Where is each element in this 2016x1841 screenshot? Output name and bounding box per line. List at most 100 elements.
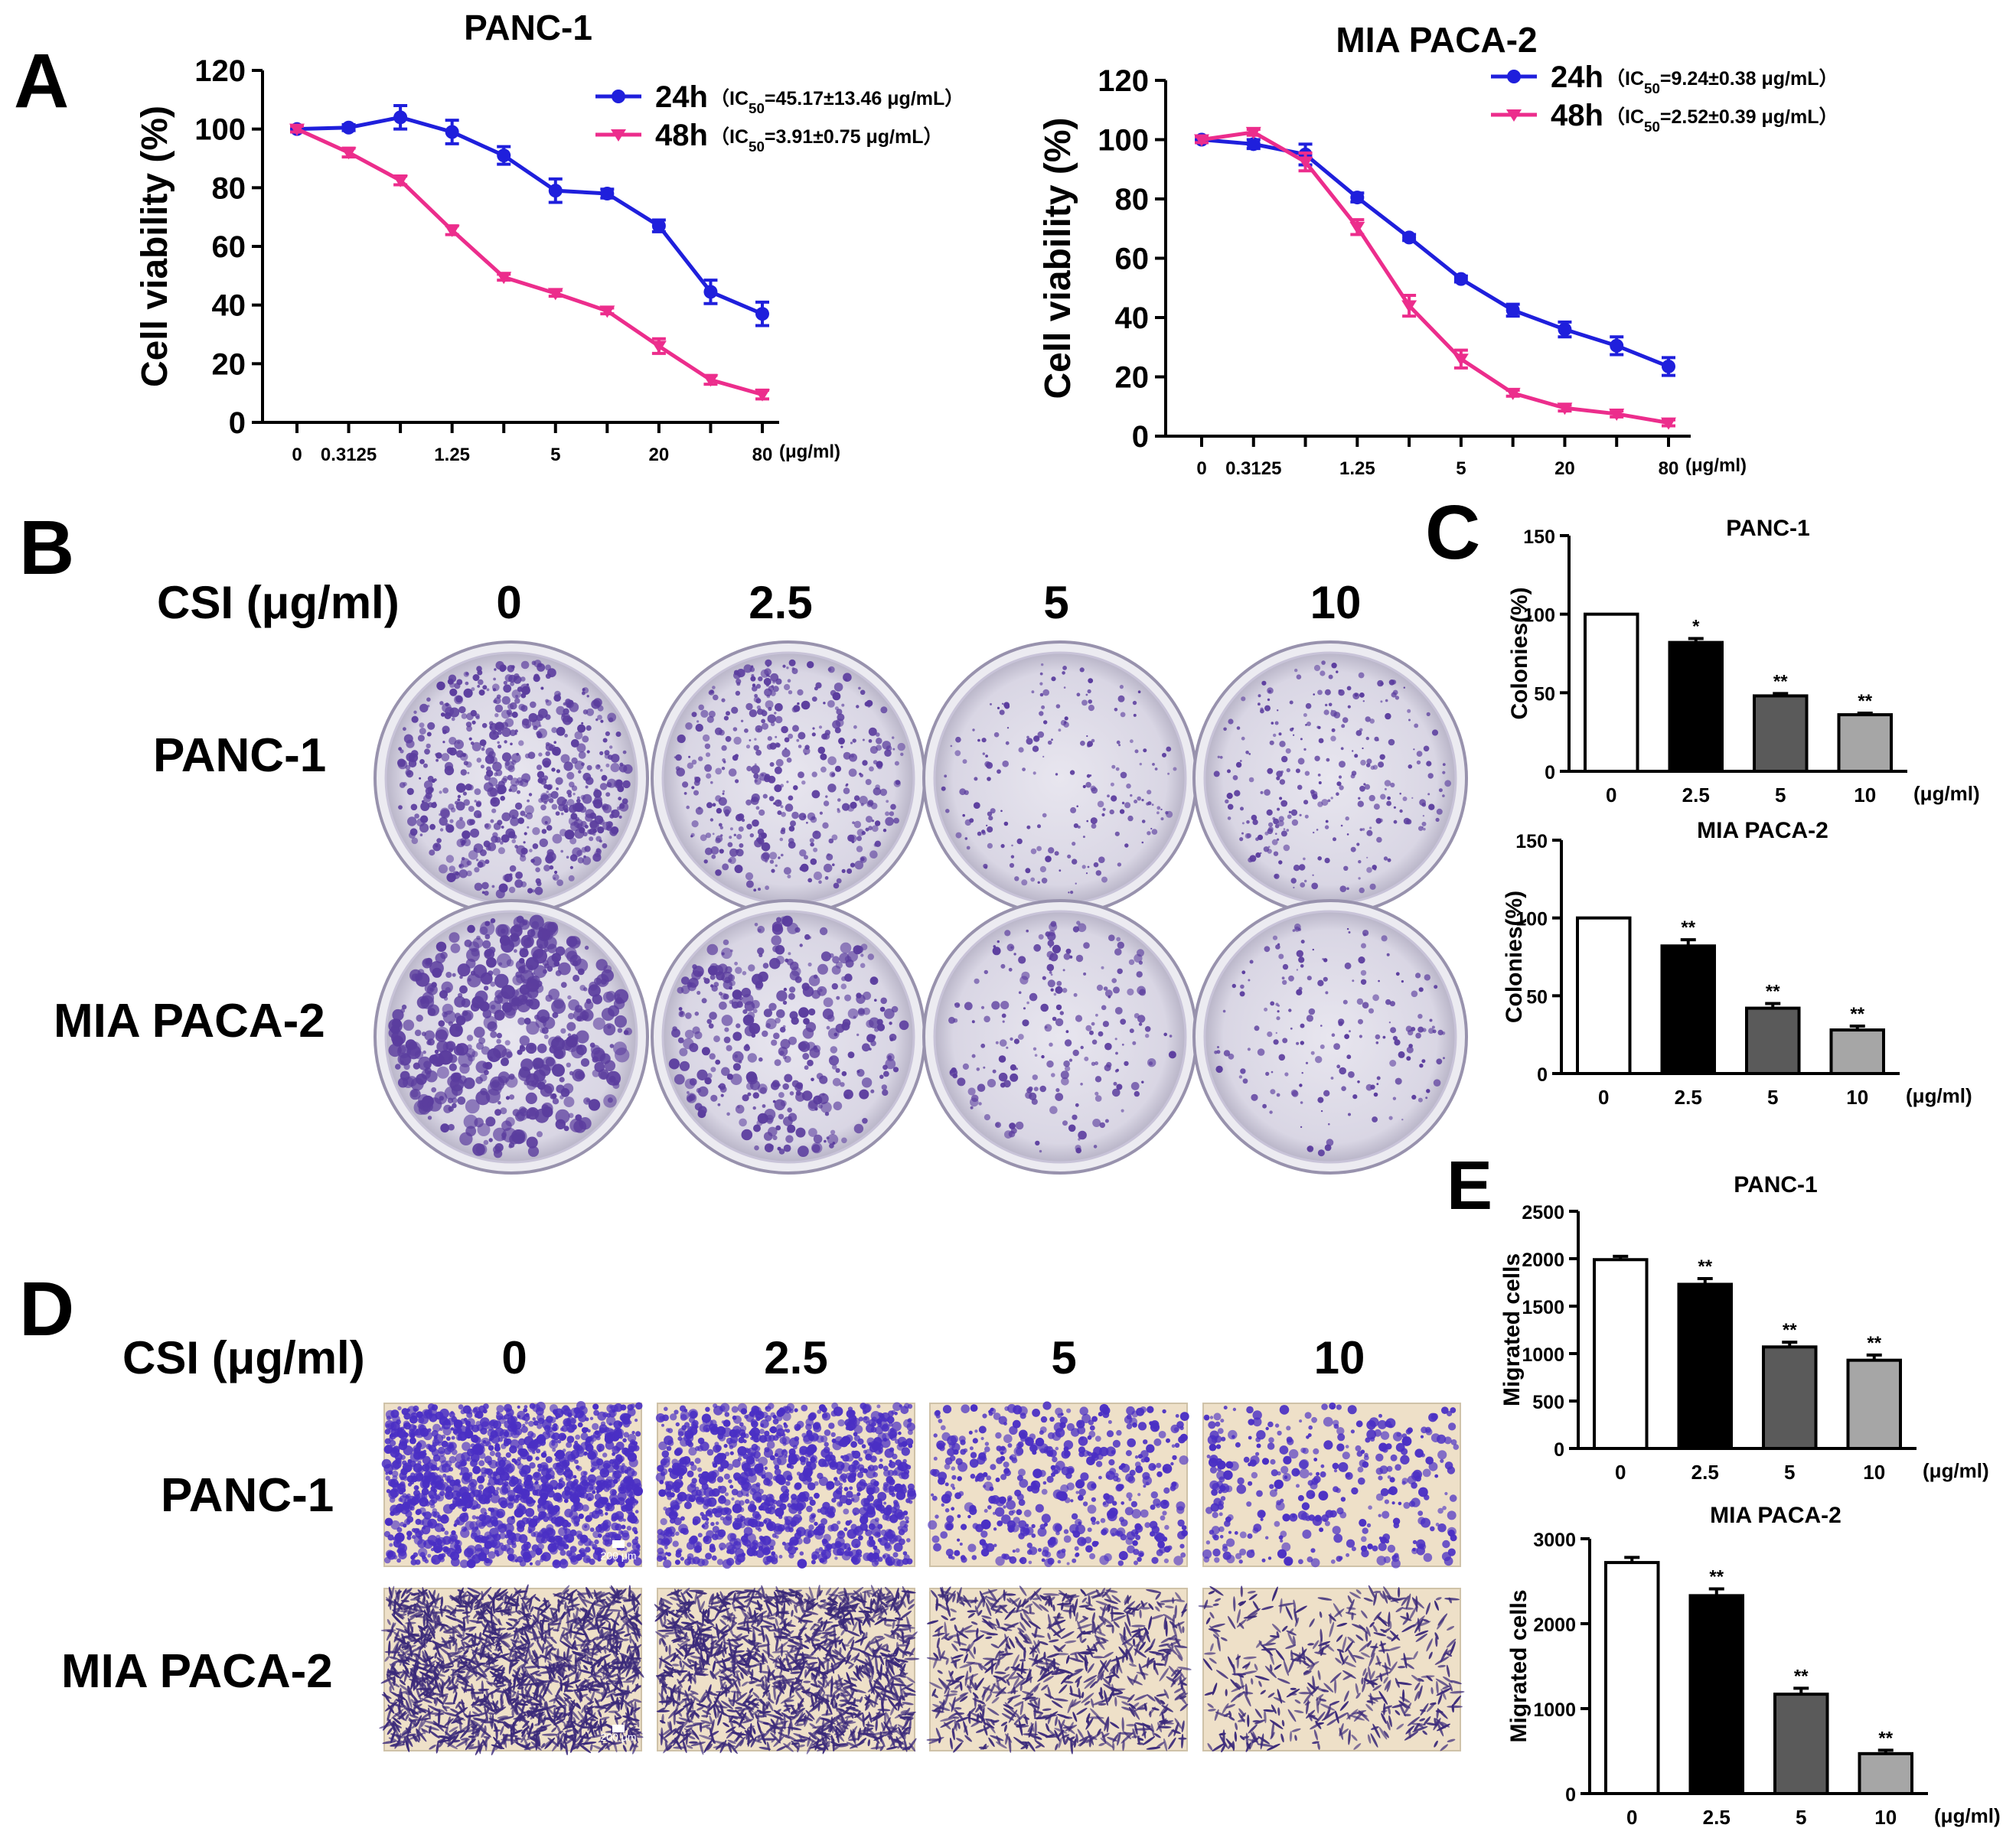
colony: [672, 1026, 677, 1031]
y-tick-label: 1000: [1533, 1699, 1576, 1721]
colony: [527, 1074, 536, 1083]
colony: [885, 1058, 896, 1070]
migrated-cell: [403, 1413, 411, 1420]
colony: [1391, 679, 1397, 685]
colony: [710, 818, 714, 822]
colony: [818, 880, 822, 884]
colony: [836, 709, 843, 715]
colony: [700, 709, 709, 718]
colony: [1160, 817, 1164, 821]
colony: [1114, 708, 1118, 712]
colony: [706, 773, 712, 779]
colony: [880, 997, 887, 1005]
migrated-cell: [524, 1420, 529, 1425]
colony: [763, 677, 771, 686]
colony: [1387, 858, 1391, 862]
colony: [480, 920, 495, 936]
x-tick-label: 0: [1615, 1461, 1626, 1484]
migrated-cell: [861, 1444, 866, 1448]
migrated-cell: [581, 1427, 588, 1434]
colony: [751, 765, 760, 774]
colony: [618, 797, 622, 801]
colony: [773, 1032, 780, 1040]
migrated-cell: [625, 1498, 632, 1505]
colony: [465, 1099, 480, 1114]
colony: [751, 1033, 756, 1038]
colony: [1126, 784, 1131, 789]
colony: [808, 1008, 816, 1016]
colony: [556, 726, 566, 736]
colony: [1306, 1015, 1313, 1022]
data-point-24h: [651, 219, 666, 233]
y-axis-label: Migrated cells: [1499, 1253, 1525, 1406]
colony: [1306, 976, 1312, 981]
colony: [1324, 858, 1330, 864]
colony: [482, 1009, 492, 1018]
colony: [449, 1063, 458, 1071]
colony: [1368, 1008, 1374, 1014]
colony: [1043, 720, 1048, 725]
colony: [1246, 833, 1252, 839]
colony: [1376, 836, 1382, 843]
colony: [479, 739, 487, 746]
colony: [1046, 963, 1055, 972]
colony: [1380, 700, 1383, 703]
colony: [1047, 940, 1055, 947]
colony: [1082, 836, 1085, 839]
colony: [592, 1056, 599, 1063]
colony: [1040, 1003, 1049, 1012]
migrated-cell: [589, 1559, 595, 1566]
colony: [719, 826, 723, 829]
colony: [954, 1003, 957, 1005]
colony: [1317, 689, 1323, 696]
migrated-cell: [429, 1499, 435, 1506]
colony: [532, 949, 547, 964]
migrated-cell: [403, 1502, 413, 1512]
colony: [1271, 722, 1274, 725]
colony: [501, 985, 516, 999]
colony: [429, 823, 435, 830]
colony: [843, 673, 852, 682]
colony: [677, 734, 686, 744]
colony: [569, 702, 579, 712]
colony: [862, 760, 868, 766]
colony: [1318, 781, 1322, 784]
colony: [563, 1096, 575, 1108]
significance-marker: **: [1766, 982, 1780, 1002]
colony: [1324, 825, 1329, 829]
colony: [1048, 847, 1055, 854]
migrated-cell: [386, 1549, 394, 1559]
colony: [1001, 702, 1004, 705]
colony: [563, 761, 573, 771]
migrated-cell: [476, 1534, 485, 1543]
colony: [1316, 829, 1319, 831]
migrated-cell: [894, 1412, 898, 1416]
colony: [1010, 1037, 1013, 1041]
colony: [820, 766, 827, 773]
migrated-cell: [576, 1533, 583, 1540]
colony: [560, 754, 570, 764]
colony: [1375, 818, 1382, 824]
colony: [1089, 774, 1092, 777]
migrated-cell: [619, 1486, 625, 1491]
colony: [843, 787, 850, 794]
colony: [1138, 960, 1143, 965]
colony: [736, 682, 741, 686]
colony: [546, 784, 553, 790]
colony: [984, 761, 991, 767]
colony: [964, 790, 969, 796]
colony: [1052, 944, 1061, 953]
colony: [811, 771, 817, 777]
colony: [1116, 937, 1121, 942]
colony: [1358, 956, 1365, 964]
colony: [439, 701, 444, 705]
colony: [1376, 1083, 1379, 1086]
colony: [484, 823, 489, 829]
colony: [403, 1077, 414, 1088]
colony: [1034, 1054, 1038, 1057]
migrated-cell: [411, 1554, 416, 1559]
colony: [464, 939, 472, 947]
migrated-cell: [610, 1497, 618, 1505]
colony: [1254, 1025, 1260, 1031]
colony: [488, 970, 494, 976]
